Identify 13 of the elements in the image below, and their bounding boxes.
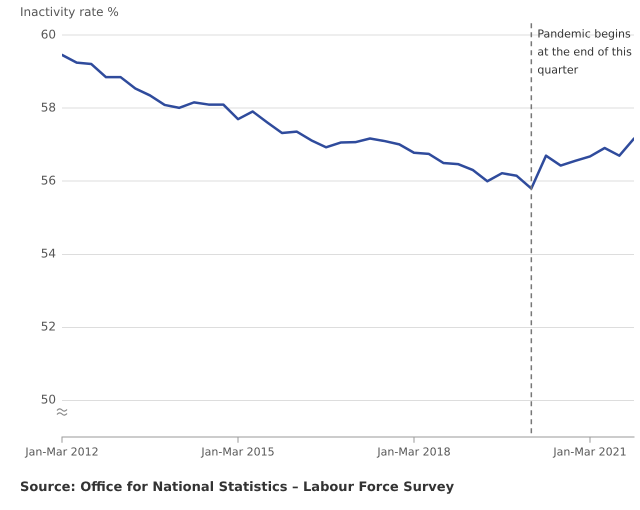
x-tick-label: Jan-Mar 2021 bbox=[552, 445, 627, 458]
y-tick-label: 56 bbox=[40, 173, 56, 188]
y-tick-label: 50 bbox=[40, 392, 56, 406]
y-tick-label: 54 bbox=[40, 246, 56, 260]
y-tick-label: 52 bbox=[40, 319, 56, 334]
x-tick-label: Jan-Mar 2015 bbox=[200, 445, 275, 458]
ref-line-label: Pandemic begins at the end of this quarter bbox=[537, 28, 632, 77]
source-note: Source: Office for National Statistics – Labour Force Survey bbox=[20, 480, 454, 495]
x-tick-label: Jan-Mar 2012 bbox=[24, 445, 99, 458]
y-tick-label: 58 bbox=[40, 100, 56, 114]
x-tick-label: Jan-Mar 2018 bbox=[376, 445, 451, 458]
y-tick-label: 60 bbox=[40, 27, 56, 42]
y-axis-title: Inactivity rate % bbox=[20, 5, 119, 19]
